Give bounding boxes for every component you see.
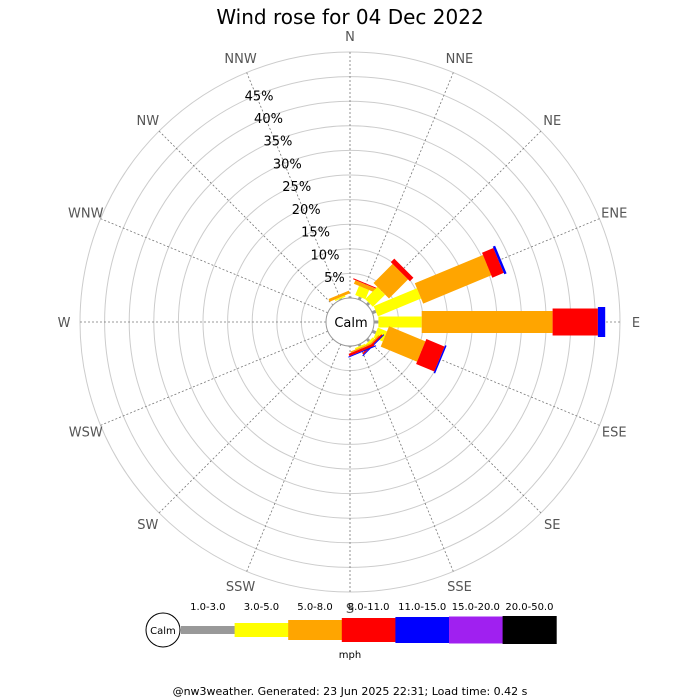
grid-spoke [100,330,328,426]
legend-calm-circle [145,612,181,648]
direction-label: SE [544,518,560,533]
wind-bar-e-1.0-3.0 [374,320,379,324]
direction-label: NW [136,114,159,129]
wind-bar-sse-8.0-11.0 [348,343,375,357]
grid-spoke [246,344,342,572]
legend-swatch-11.0-15.0 [395,617,450,643]
legend-bin-label: 3.0-5.0 [244,602,279,613]
grid-spoke [358,72,454,300]
direction-label: N [345,30,355,45]
calm-circle [325,297,375,347]
axis-labels: N NNE NE ENE E ESE SE SSE S SSW SW WSW W WNW NW NNW 5% 10… [58,30,641,617]
wind-bar-sse-5.0-8.0 [350,343,372,353]
wind-bar-e-5.0-8.0 [421,311,553,333]
wind-bar-ene-5.0-8.0 [414,255,492,304]
direction-label: SSE [447,580,472,595]
wind-bar-ene-8.0-11.0 [482,248,504,278]
grid-spoke [158,130,334,306]
radial-tick-label: 25% [282,180,311,195]
radial-tick-label: 45% [245,89,274,104]
legend-bin-label: 1.0-3.0 [190,602,225,613]
grid-spoke [358,344,454,572]
grid-spoke [100,218,328,314]
wind-bar-sse-3.0-5.0 [354,343,366,350]
wind-bar-ne-3.0-5.0 [365,286,386,307]
wind-bar-sse-1.0-3.0 [357,343,362,347]
direction-label: ENE [601,207,627,222]
footer-text: @nw3weather. Generated: 23 Jun 2025 22:3… [173,685,528,698]
legend-bin-label: 20.0-50.0 [505,602,553,613]
wind-bars [328,245,606,374]
legend-swatch-20.0-50.0 [502,616,557,644]
wind-bar-nnw-3.0-5.0 [334,295,346,301]
wind-bar-e-3.0-5.0 [378,316,422,328]
radial-tick-label: 15% [301,226,330,241]
direction-label: ESE [602,425,627,440]
wind-bar-ene-11.0-15.0 [492,245,507,275]
legend-bin-label: 8.0-11.0 [348,602,390,613]
legend: Calm mph 1.0-3.0 3.0-5.0 5.0-8.0 8.0-11.0 11… [145,602,557,661]
wind-bar-nne-3.0-5.0 [355,285,370,300]
direction-label: E [632,316,640,331]
wind-bar-ne-8.0-11.0 [390,258,414,282]
radial-tick-label: 5% [324,271,345,286]
legend-calm-label: Calm [150,626,176,637]
legend-swatch-1.0-3.0 [181,626,236,634]
legend-swatch-8.0-11.0 [341,618,396,642]
direction-label: NNW [224,52,256,67]
wind-bar-nne-5.0-8.0 [353,280,376,293]
legend-bin-label: 11.0-15.0 [398,602,446,613]
direction-label: SSW [226,580,256,595]
wind-bar-e-11.0-15.0 [597,307,606,337]
legend-units-label: mph [339,650,361,661]
direction-label: S [346,602,354,617]
wind-bar-ese-5.0-8.0 [380,326,426,362]
radial-tick-label: 40% [254,112,283,127]
legend-swatch-15.0-20.0 [449,616,504,644]
wind-bar-nnw-5.0-8.0 [328,290,350,302]
calm-circle-group: Calm [325,297,375,347]
direction-label: SW [137,518,158,533]
legend-swatch-5.0-8.0 [288,620,343,640]
legend-swatch-3.0-5.0 [234,623,289,637]
legend-bin-label: 5.0-8.0 [297,602,332,613]
radial-tick-label: 20% [292,203,321,218]
wind-bar-e-8.0-11.0 [552,308,598,336]
wind-bar-ese-11.0-15.0 [433,345,447,374]
chart-title: Wind rose for 04 Dec 2022 [216,5,483,29]
grid-spoke [366,338,542,514]
radial-tick-label: 30% [273,157,302,172]
legend-bin-label: 15.0-20.0 [452,602,500,613]
direction-label: NE [543,114,561,129]
wind-bar-sse-11.0-15.0 [348,345,377,358]
radial-tick-label: 35% [263,135,292,150]
grid-spoke [246,72,342,300]
direction-label: WNW [68,207,104,222]
wind-bar-ne-5.0-8.0 [373,263,409,299]
grid-spoke [158,338,334,514]
direction-label: WSW [69,425,103,440]
direction-label: W [58,316,71,331]
wind-bar-nne-8.0-11.0 [353,278,379,290]
radial-tick-label: 10% [311,248,340,263]
wind-bar-se-3.0-5.0 [365,337,375,347]
wind-bar-ene-3.0-5.0 [373,288,422,317]
calm-label: Calm [334,316,367,331]
wind-bar-ese-8.0-11.0 [416,339,445,372]
direction-label: NNE [446,52,474,67]
